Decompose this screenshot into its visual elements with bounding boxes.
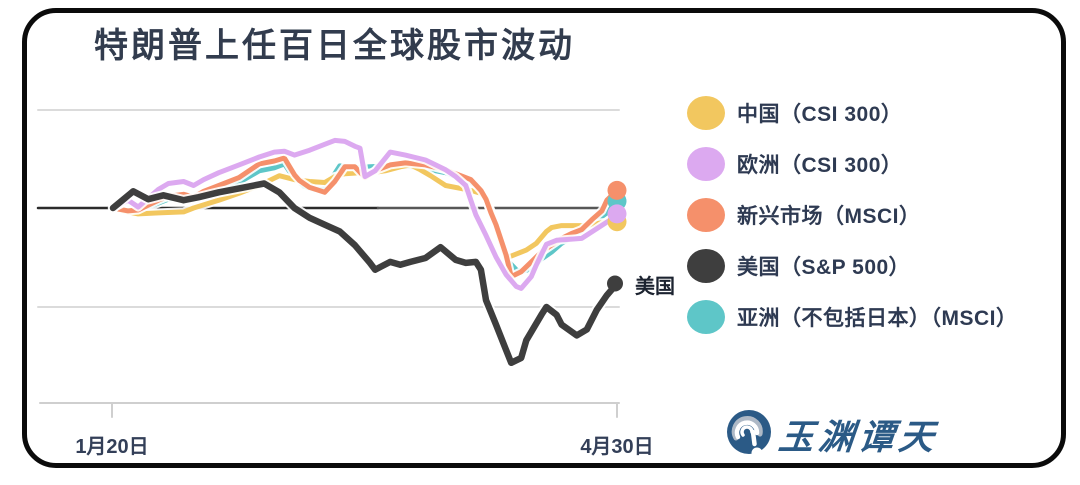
- legend-item: 中国（CSI 300）: [687, 96, 1018, 130]
- wave-logo-icon: [727, 410, 771, 459]
- legend-label: 新兴市场（MSCI）: [737, 205, 921, 228]
- chart-legend: 中国（CSI 300） 欧洲（CSI 300） 新兴市场（MSCI） 美国（S&P 5…: [687, 96, 1018, 334]
- legend-item: 美国（S&P 500）: [687, 249, 1018, 283]
- legend-label: 欧洲（CSI 300）: [737, 154, 903, 177]
- legend-item: 欧洲（CSI 300）: [687, 147, 1018, 181]
- legend-item: 亚洲（不包括日本）（MSCI）: [687, 300, 1018, 334]
- us-endpoint-label: 美国: [635, 276, 675, 298]
- x-axis-label-start: 1月20日: [75, 436, 149, 458]
- legend-color-dot: [687, 249, 725, 283]
- legend-color-dot: [687, 96, 725, 130]
- legend-label: 美国（S&P 500）: [737, 256, 911, 279]
- chart-title: 特朗普上任百日全球股市波动: [94, 27, 575, 65]
- legend-label: 亚洲（不包括日本）（MSCI）: [737, 307, 1018, 330]
- x-axis-label-end: 4月30日: [580, 436, 654, 458]
- legend-color-dot: [687, 147, 725, 181]
- legend-color-dot: [687, 300, 725, 334]
- legend-label: 中国（CSI 300）: [737, 103, 903, 126]
- legend-item: 新兴市场（MSCI）: [687, 198, 1018, 232]
- legend-color-dot: [687, 198, 725, 232]
- brand-logo: 玉渊谭天: [726, 408, 941, 460]
- brand-name: 玉渊谭天: [776, 416, 941, 458]
